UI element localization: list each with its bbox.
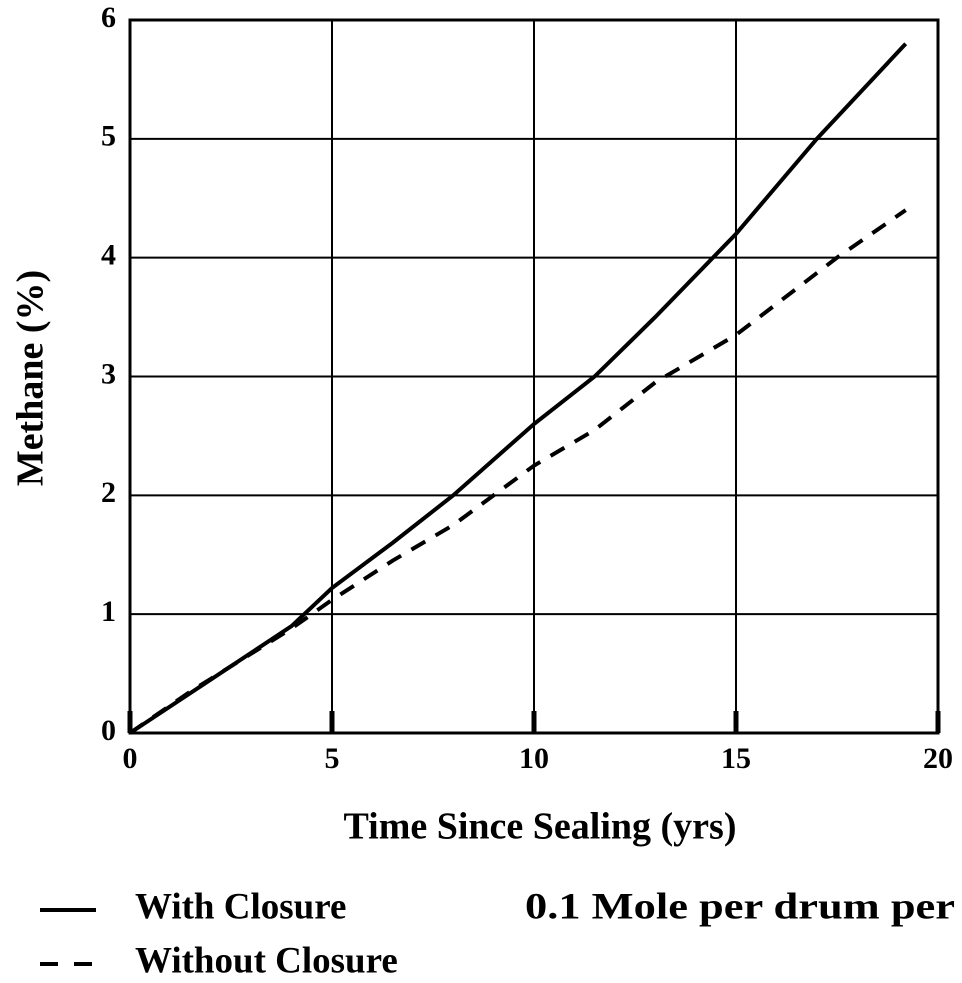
y-axis-label: Methane (%) [10, 270, 52, 486]
series-line [128, 208, 907, 735]
x-tick-label: 15 [721, 742, 751, 775]
x-axis-label: Time Since Sealing (yrs) [343, 806, 736, 848]
y-tick-label: 0 [101, 714, 116, 747]
y-tick-label: 2 [101, 476, 116, 509]
y-tick-label: 5 [101, 120, 116, 153]
legend-label: Without Closure [135, 940, 398, 981]
series-line [128, 42, 908, 735]
y-tick-label: 1 [101, 595, 116, 628]
y-tick-label: 6 [101, 1, 116, 34]
x-tick-label: 20 [923, 742, 953, 775]
annotation: 0.1 Mole per drum per [525, 886, 955, 927]
plot-frame [128, 18, 940, 735]
y-tick-label: 4 [101, 239, 116, 272]
x-tick-label: 5 [325, 742, 340, 775]
legend-label: With Closure [135, 886, 346, 927]
y-tick-label: 3 [101, 357, 116, 390]
x-tick-label: 0 [123, 742, 138, 775]
x-tick-label: 10 [519, 742, 549, 775]
